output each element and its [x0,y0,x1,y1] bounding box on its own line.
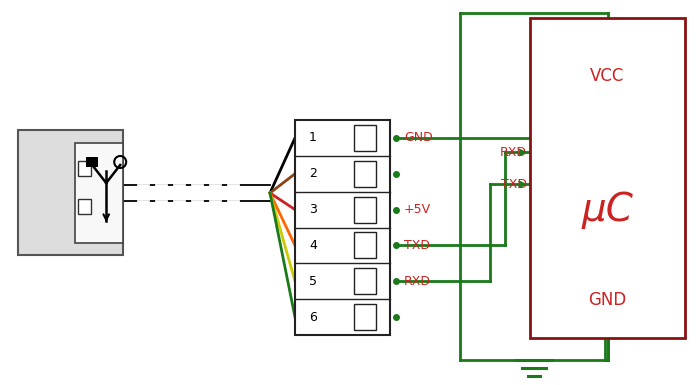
Bar [75,143,123,243]
Text: RXD: RXD [500,146,527,159]
Text: +5V: +5V [404,203,431,216]
Text: TXD: TXD [404,239,430,252]
Bar [18,130,123,255]
Bar [78,199,91,214]
Text: VCC: VCC [590,67,624,85]
Text: 3: 3 [309,203,317,216]
Bar [354,304,376,330]
Bar [86,157,98,167]
Text: 2: 2 [309,167,317,180]
Bar [354,233,376,258]
Text: RXD: RXD [404,275,431,288]
Bar [530,18,685,338]
Text: GND: GND [404,131,433,144]
Bar [354,197,376,223]
Text: μC: μC [582,191,634,229]
Bar [354,268,376,294]
Text: GND: GND [589,291,626,309]
Text: 6: 6 [309,311,317,323]
Bar [354,125,376,151]
Text: 4: 4 [309,239,317,252]
Bar [295,120,390,335]
Text: TXD: TXD [501,178,527,191]
Text: 5: 5 [309,275,317,288]
Text: 1: 1 [309,131,317,144]
Bar [78,161,91,176]
Bar [354,161,376,187]
